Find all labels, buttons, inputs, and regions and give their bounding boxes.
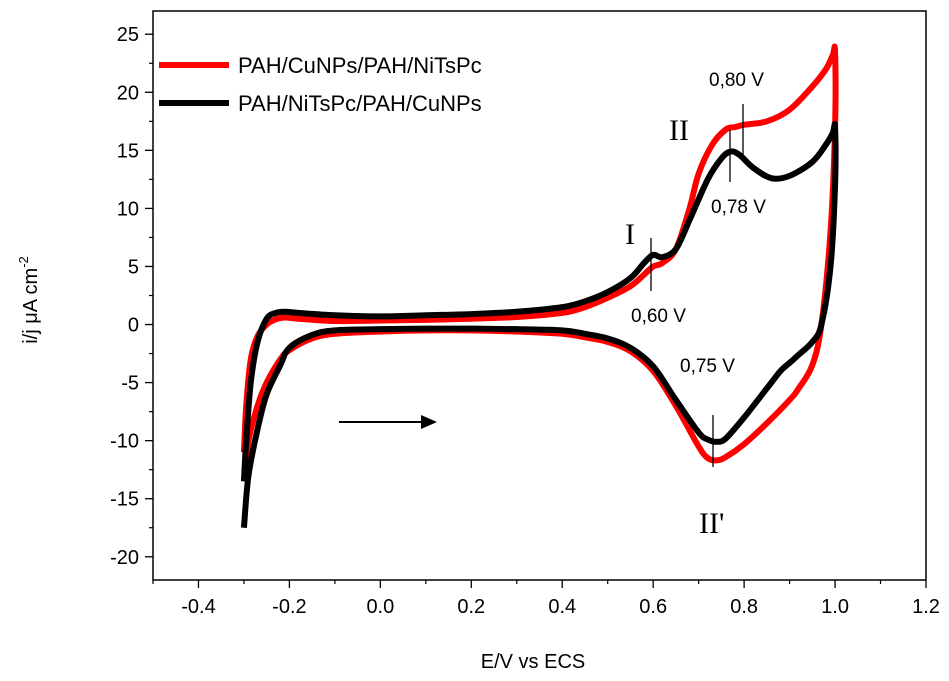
y-tick-label: 10 xyxy=(117,198,139,220)
y-axis-label-main: i/j μA cm xyxy=(20,268,42,344)
roman-label-IIprime: II' xyxy=(699,507,724,540)
plot-frame xyxy=(152,10,927,581)
y-tick-label: 5 xyxy=(128,256,139,278)
y-tick-label: -5 xyxy=(121,373,139,395)
y-tick-label: -15 xyxy=(110,489,139,511)
y-axis-label: i/j μA cm-2 xyxy=(16,256,42,344)
y-tick-label: -20 xyxy=(110,547,139,569)
peak-markers xyxy=(650,104,744,467)
x-tick-label: 0.0 xyxy=(366,596,394,618)
y-tick-label: 0 xyxy=(128,315,139,337)
x-tick-label: 1.0 xyxy=(821,596,849,618)
legend: PAH/CuNPs/PAH/NiTsPc PAH/NiTsPc/PAH/CuNP… xyxy=(159,53,482,116)
y-tick-label: 15 xyxy=(117,140,139,162)
x-tick-label: 0.2 xyxy=(457,596,485,618)
peak-label-080: 0,80 V xyxy=(709,70,764,91)
y-tick-label: 25 xyxy=(117,24,139,46)
axis-ticks: -0.4 -0.2 0.0 0.2 0.4 0.6 0.8 1.0 1.2 25 20 15 10 5 0 -… xyxy=(110,24,940,618)
peak-label-075: 0,75 V xyxy=(680,356,735,377)
x-tick-label: 0.4 xyxy=(548,596,576,618)
legend-label-black: PAH/NiTsPc/PAH/CuNPs xyxy=(238,91,482,116)
y-axis-label-superscript: -2 xyxy=(16,256,31,268)
x-tick-label: 0.8 xyxy=(730,596,758,618)
x-tick-label: -0.2 xyxy=(272,596,306,618)
scan-direction-arrow xyxy=(339,415,437,429)
y-tick-label: -10 xyxy=(110,431,139,453)
roman-label-I: I xyxy=(625,218,635,251)
x-tick-label: -0.4 xyxy=(181,596,215,618)
roman-label-II: II xyxy=(669,114,689,147)
series-line-black xyxy=(240,120,839,529)
curves xyxy=(240,43,839,529)
y-tick-label: 20 xyxy=(117,82,139,104)
peak-label-078: 0,78 V xyxy=(711,197,766,218)
x-tick-label: 0.6 xyxy=(639,596,667,618)
peak-label-060: 0,60 V xyxy=(631,306,686,327)
x-axis-label: E/V vs ECS xyxy=(481,651,585,673)
legend-label-red: PAH/CuNPs/PAH/NiTsPc xyxy=(238,53,482,78)
x-tick-label: 1.2 xyxy=(912,596,940,618)
